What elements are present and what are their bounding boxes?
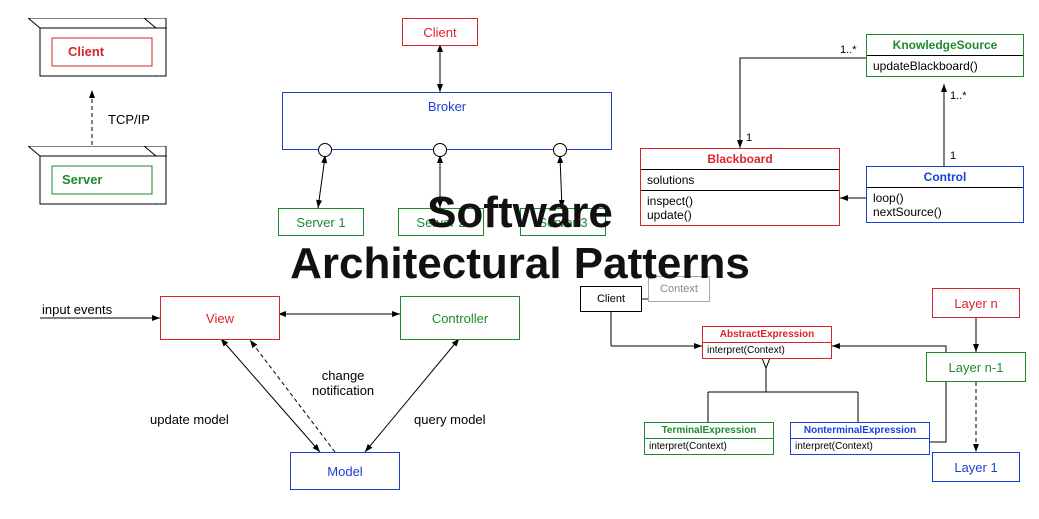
tcpip-label: TCP/IP [108,112,150,127]
broker-box: Broker [282,92,612,150]
interpreter-context: Context [648,276,710,302]
mvc-model-label: Model [327,464,362,479]
broker-client-box: Client [402,18,478,46]
layer-n-label: Layer n [954,296,997,311]
broker-port-2 [433,143,447,157]
broker-client-label: Client [423,25,456,40]
mult-1star-b: 1..* [950,90,967,102]
input-events-label: input events [42,302,112,317]
control-ops: loop() nextSource() [867,188,1023,222]
query-model-label: query model [414,412,486,427]
interpreter-client-label: Client [597,293,625,305]
layer-1-label: Layer 1 [954,460,997,475]
broker-server2: Server 2 [398,208,484,236]
ks-name: KnowledgeSource [867,35,1023,56]
broker-server3: Server 3 [520,208,606,236]
layer-1: Layer 1 [932,452,1020,482]
control-op2: nextSource() [873,205,1017,219]
knowledgesource-class: KnowledgeSource updateBlackboard() [866,34,1024,77]
nonterminal-expression: NonterminalExpression interpret(Context) [790,422,930,455]
nonterminal-name: NonterminalExpression [791,423,929,439]
terminal-name: TerminalExpression [645,423,773,439]
control-class: Control loop() nextSource() [866,166,1024,223]
update-model-label: update model [150,412,229,427]
mvc-controller: Controller [400,296,520,340]
mvc-controller-label: Controller [432,311,488,326]
layer-n: Layer n [932,288,1020,318]
mvc-model: Model [290,452,400,490]
nonterminal-op: interpret(Context) [791,439,929,454]
blackboard-attr: solutions [641,170,839,191]
title-line2: Architectural Patterns [220,239,820,290]
broker-server1-label: Server 1 [296,215,345,230]
control-name: Control [867,167,1023,188]
abstract-name: AbstractExpression [703,327,831,343]
mult-1a: 1 [746,132,752,144]
layer-n1-label: Layer n-1 [949,360,1004,375]
mvc-view: View [160,296,280,340]
client-cube-label: Client [68,44,104,59]
broker-server3-label: Server 3 [538,215,587,230]
ks-op: updateBlackboard() [867,56,1023,76]
mult-1b: 1 [950,150,956,162]
broker-port-1 [318,143,332,157]
mvc-view-label: View [206,311,234,326]
blackboard-class: Blackboard solutions inspect() update() [640,148,840,226]
control-op1: loop() [873,191,1017,205]
interpreter-client: Client [580,286,642,312]
broker-server1: Server 1 [278,208,364,236]
broker-port-3 [553,143,567,157]
terminal-op: interpret(Context) [645,439,773,454]
broker-label: Broker [428,99,466,114]
abstract-expression: AbstractExpression interpret(Context) [702,326,832,359]
blackboard-ops: inspect() update() [641,191,839,225]
interpreter-context-label: Context [660,283,698,295]
blackboard-op2: update() [647,208,833,222]
change-notification-label: change notification [312,368,374,398]
blackboard-name: Blackboard [641,149,839,170]
mult-1star-a: 1..* [840,44,857,56]
layer-n1: Layer n-1 [926,352,1026,382]
broker-server2-label: Server 2 [416,215,465,230]
blackboard-op1: inspect() [647,194,833,208]
terminal-expression: TerminalExpression interpret(Context) [644,422,774,455]
server-cube-label: Server [62,172,102,187]
abstract-op: interpret(Context) [703,343,831,358]
